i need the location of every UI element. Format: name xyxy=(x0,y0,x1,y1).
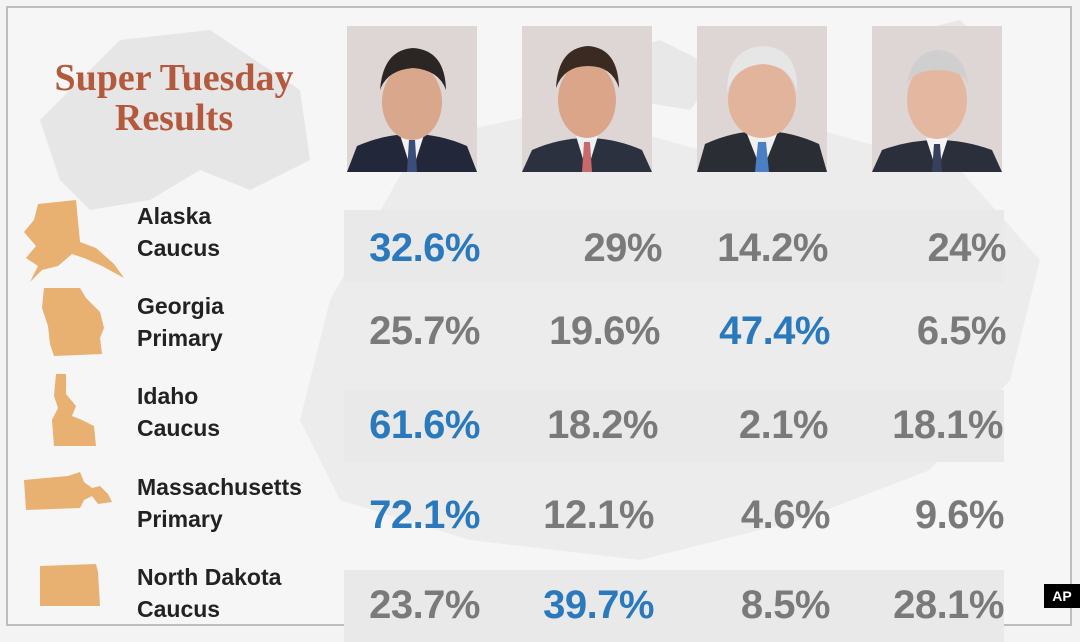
state-name: Massachusetts xyxy=(137,474,302,500)
row-stripe xyxy=(344,390,1004,462)
north-dakota-shape-icon xyxy=(40,564,100,606)
candidate-portrait-4 xyxy=(872,26,1002,172)
row-label-alaska: Alaska Caucus xyxy=(137,200,220,264)
ap-credit-badge: AP xyxy=(1044,584,1080,608)
georgia-shape-icon xyxy=(42,288,104,356)
value-cell: 47.4% xyxy=(719,309,830,353)
contest-type: Caucus xyxy=(137,415,221,441)
value-cell: 12.1% xyxy=(543,493,654,537)
state-name: Alaska xyxy=(137,203,212,229)
value-cell: 4.6% xyxy=(740,493,831,537)
value-cell: 72.1% xyxy=(369,493,480,537)
candidate-portrait-3 xyxy=(697,26,827,172)
candidate-portrait-2 xyxy=(522,26,652,172)
row-label-georgia: Georgia Primary xyxy=(137,290,224,354)
value-cell: 28.1% xyxy=(893,583,1004,627)
row-stripe xyxy=(344,210,1004,282)
value-cell: 18.1% xyxy=(892,403,1003,447)
row-label-idaho: Idaho Caucus xyxy=(137,380,220,444)
state-name: North Dakota xyxy=(137,564,282,590)
contest-type: Primary xyxy=(137,506,223,532)
value-cell: 2.1% xyxy=(738,403,829,447)
value-cell: 9.6% xyxy=(914,493,1005,537)
idaho-shape-icon xyxy=(52,374,96,446)
value-cell: 25.7% xyxy=(369,309,480,353)
value-cell: 19.6% xyxy=(549,309,660,353)
value-cell: 14.2% xyxy=(717,226,828,270)
value-cell: 24% xyxy=(927,226,1006,270)
contest-type: Primary xyxy=(137,325,223,351)
state-name: Georgia xyxy=(137,293,224,319)
value-cell: 18.2% xyxy=(547,403,658,447)
row-label-north-dakota: North Dakota Caucus xyxy=(137,561,281,625)
value-cell: 32.6% xyxy=(369,226,480,270)
row-label-massachusetts: Massachusetts Primary xyxy=(137,471,302,535)
value-cell: 39.7% xyxy=(543,583,654,627)
value-cell: 23.7% xyxy=(369,583,480,627)
alaska-shape-icon xyxy=(24,200,124,282)
value-cell: 6.5% xyxy=(916,309,1007,353)
value-cell: 29% xyxy=(583,226,662,270)
contest-type: Caucus xyxy=(137,235,221,261)
state-name: Idaho xyxy=(137,383,199,409)
massachusetts-shape-icon xyxy=(24,472,112,510)
value-cell: 8.5% xyxy=(740,583,831,627)
chart-title: Super Tuesday Results xyxy=(54,57,294,139)
contest-type: Caucus xyxy=(137,596,221,622)
value-cell: 61.6% xyxy=(369,403,480,447)
candidate-portrait-1 xyxy=(347,26,477,172)
